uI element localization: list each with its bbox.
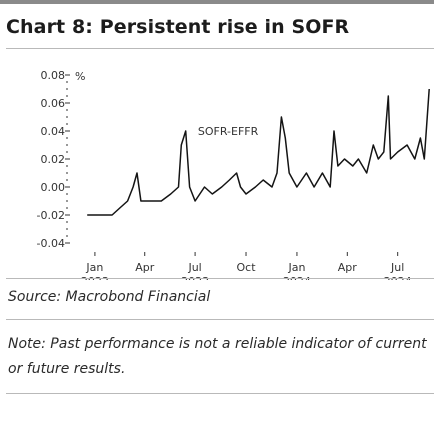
x-tick-label: Oct <box>237 261 257 274</box>
x-tick-label: Jan <box>287 261 305 274</box>
title-divider <box>6 48 434 49</box>
y-axis: 0.08 0.06 0.04 0.02 0.00 -0.02 -0.04% <box>37 69 86 250</box>
x-tick-label: Jul <box>390 261 404 274</box>
x-year-label: 2024 <box>283 275 311 280</box>
x-tick-label: Apr <box>338 261 358 274</box>
series-annotation: SOFR-EFFR <box>198 125 259 138</box>
chart-svg: 0.080.060.040.020.00-0.02-0.04% Jan2023A… <box>37 69 430 280</box>
y-tick-label: 0.04 <box>41 125 66 138</box>
y-tick-label: 0.02 <box>41 153 66 166</box>
x-year-label: 2023 <box>181 275 209 280</box>
chart-title: Chart 8: Persistent rise in SOFR <box>6 16 350 38</box>
top-rule <box>0 0 434 4</box>
annotation-layer: SOFR-EFFR <box>198 125 259 138</box>
y-tick-label: 0.06 <box>41 97 66 110</box>
x-year-label: 2023 <box>81 275 109 280</box>
y-tick-label: -0.02 <box>37 209 65 222</box>
note-text: Note: Past performance is not a reliable… <box>8 336 427 377</box>
x-year-label: 2024 <box>384 275 412 280</box>
note-divider <box>6 393 434 394</box>
source-text: Source: Macrobond Financial <box>8 289 211 305</box>
x-tick-label: Apr <box>135 261 155 274</box>
series-layer <box>87 88 430 216</box>
y-tick-label: 0.00 <box>41 181 66 194</box>
x-tick-label: Jul <box>187 261 201 274</box>
y-unit-label: % <box>75 70 85 83</box>
chart-divider <box>6 278 434 279</box>
y-tick-label: 0.08 <box>41 69 66 82</box>
x-tick-label: Jan <box>85 261 103 274</box>
x-axis: Jan2023AprJul2023OctJan2024AprJul2024 <box>81 252 412 280</box>
series-line <box>87 88 430 216</box>
y-tick-label: -0.04 <box>37 237 65 250</box>
source-divider <box>6 319 434 320</box>
